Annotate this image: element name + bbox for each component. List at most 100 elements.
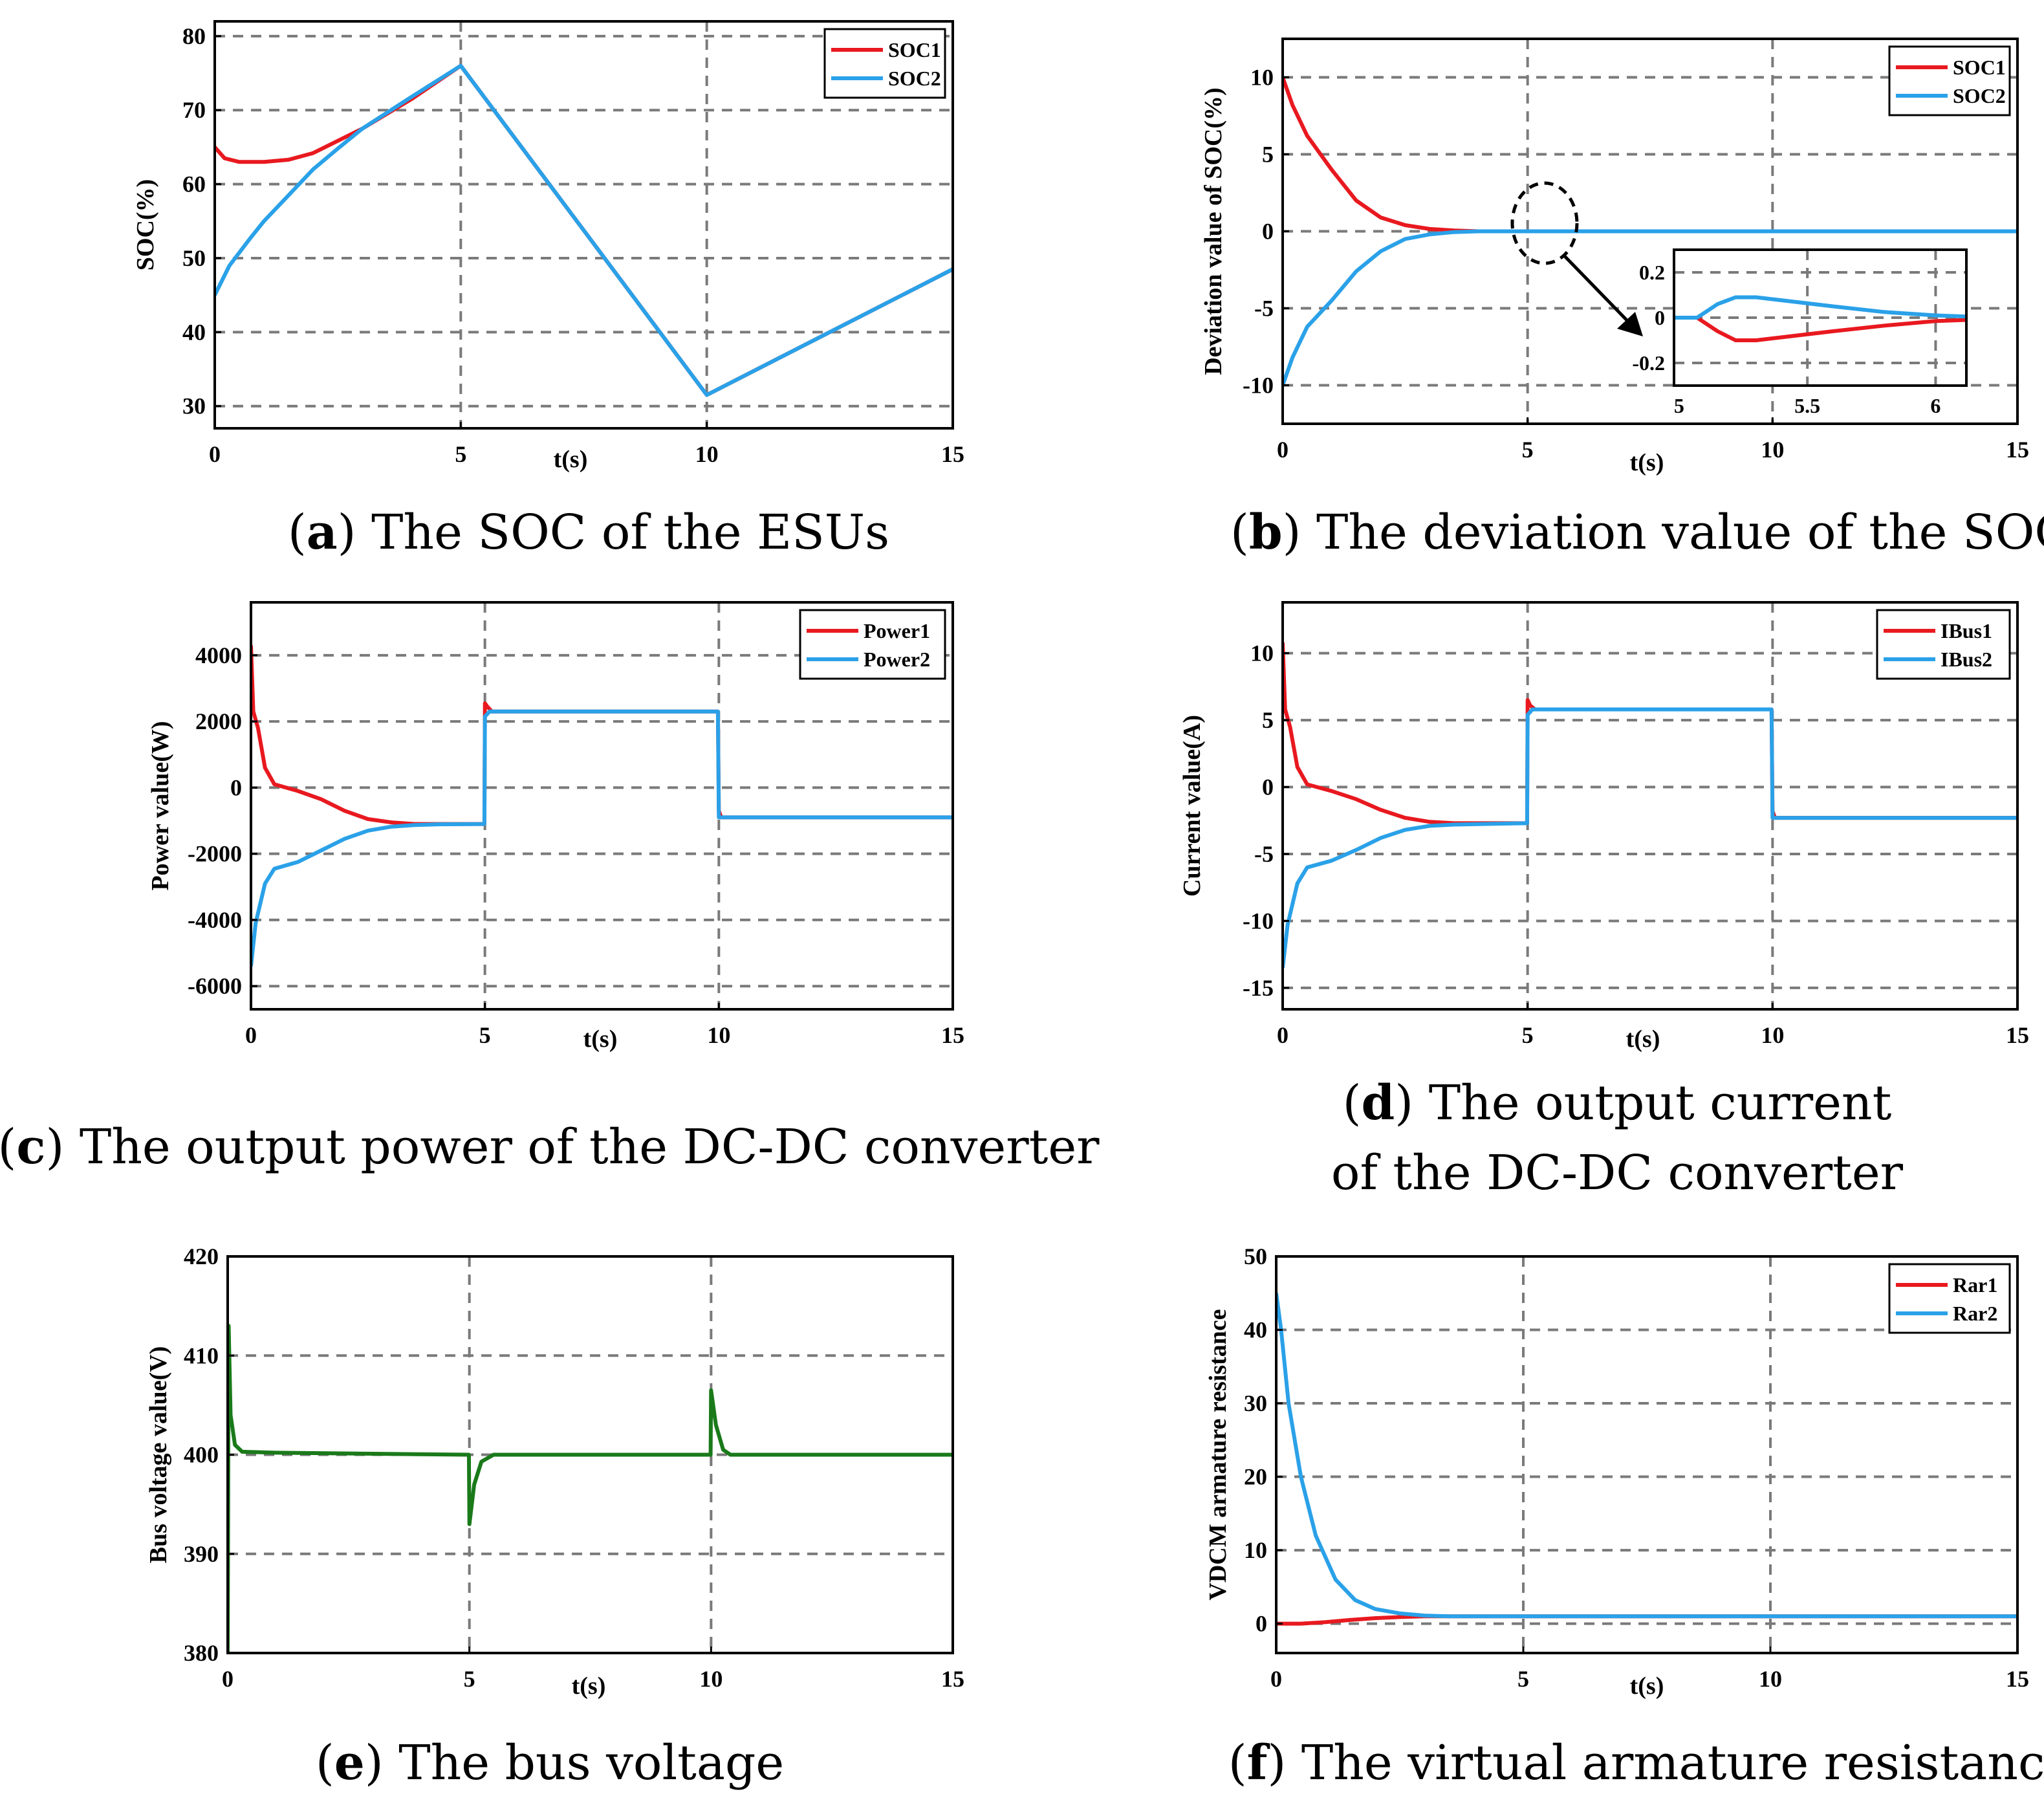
- legend-label-IBus1: IBus1: [1941, 619, 1992, 642]
- y-tick-label: 400: [184, 1442, 219, 1468]
- y-tick-label: 4000: [195, 642, 242, 668]
- legend-label-SOC2: SOC2: [1953, 84, 2006, 107]
- legend-box: [823, 28, 946, 99]
- y-axis-label: Bus voltage value(V): [145, 1346, 172, 1564]
- y-tick-label: 10: [1244, 1537, 1267, 1563]
- caption-paren-close: ): [338, 505, 371, 560]
- series-line-IBus2: [1283, 707, 2017, 969]
- plot-frame: [213, 20, 954, 430]
- x-tick-label: 0: [1277, 1022, 1288, 1048]
- x-tick-label: 0: [1270, 1666, 1282, 1692]
- y-tick-label: 2000: [195, 708, 242, 734]
- caption-text: The SOC of the ESUs: [371, 505, 889, 560]
- caption-paren-close: ): [1395, 1075, 1428, 1131]
- caption-text: The bus voltage: [398, 1735, 784, 1791]
- caption-letter: e: [334, 1735, 365, 1791]
- caption-letter: d: [1362, 1075, 1395, 1131]
- caption-paren-open: (: [1230, 505, 1249, 560]
- legend-label-Rar2: Rar2: [1953, 1302, 1997, 1325]
- y-tick-label: 30: [1244, 1390, 1267, 1416]
- legend-box: [1888, 45, 2011, 116]
- zoom-arrow-head: [1617, 312, 1643, 336]
- y-tick-label: 420: [184, 1243, 219, 1269]
- y-axis-label: Current value(A): [1179, 715, 1206, 897]
- y-tick-label: 10: [1250, 641, 1274, 666]
- inset-series-line-SOC1: [1674, 316, 1967, 342]
- legend: Rar1 Rar2: [1888, 1263, 2011, 1334]
- y-tick-label: 70: [182, 97, 206, 123]
- x-tick-label: 5: [1517, 1666, 1529, 1692]
- inset-x-tick-label: 6: [1930, 394, 1941, 417]
- x-axis-label: t(s): [1626, 1025, 1660, 1053]
- caption-line: (b) The deviation value of the SOC: [1230, 505, 2044, 560]
- x-axis-label: t(s): [1630, 1672, 1664, 1700]
- x-tick-label: 15: [2006, 1666, 2029, 1692]
- series-line-Rar2: [1276, 1293, 2017, 1619]
- y-axis-label: Power value(W): [147, 721, 174, 890]
- x-tick-label: 15: [941, 1022, 964, 1048]
- legend-label-Power2: Power2: [864, 648, 930, 671]
- caption-paren-open: (: [316, 1735, 334, 1791]
- y-tick-label: 380: [184, 1640, 219, 1666]
- y-tick-label: 60: [182, 171, 206, 197]
- zoom-circle: [1510, 181, 1579, 265]
- plot-frame: [1275, 1255, 2019, 1654]
- caption-text: The virtual armature resistance: [1301, 1735, 2044, 1791]
- y-tick-label: 5: [1262, 142, 1274, 168]
- x-tick-label: 5: [479, 1022, 491, 1048]
- chart-panel-e: 0 5 10 15 380 390 400 410 420 t(s) Bus voltage val…: [145, 1243, 964, 1791]
- x-tick-label: 10: [1759, 1666, 1782, 1692]
- y-tick-label: -6000: [188, 973, 242, 999]
- legend-label-IBus2: IBus2: [1941, 648, 1992, 671]
- y-tick-label: -10: [1243, 373, 1274, 399]
- caption-paren-close: ): [1268, 1735, 1301, 1791]
- plot-frame: [250, 601, 954, 1011]
- y-tick-label: 50: [1244, 1243, 1267, 1269]
- legend-label-SOC1: SOC1: [888, 38, 941, 61]
- x-tick-label: 5: [464, 1666, 475, 1692]
- caption-line: (d) The output current: [1343, 1075, 1892, 1131]
- y-tick-label: -15: [1243, 975, 1274, 1001]
- chart-panel-b: 0 5 10 15 -10 -5 0 5 10 t(s) Deviation value of SO…: [1200, 38, 2044, 560]
- caption-text: The output power of the DC-DC converter: [80, 1119, 1100, 1175]
- x-axis-label: t(s): [572, 1672, 606, 1700]
- chart-panel-d: 0 5 10 15 -15 -10 -5 0 5 10 t(s) Current value(A) IB…: [1179, 601, 2029, 1201]
- inset-x-tick-label: 5.5: [1794, 394, 1820, 417]
- y-tick-label: 10: [1250, 65, 1274, 91]
- caption-line: of the DC-DC converter: [1331, 1145, 1904, 1201]
- y-tick-label: 0: [1256, 1611, 1267, 1637]
- y-tick-label: 40: [1244, 1317, 1267, 1343]
- inset-y-tick-label: -0.2: [1632, 351, 1665, 375]
- caption-text: The deviation value of the SOC: [1316, 505, 2044, 560]
- x-tick-label: 5: [1522, 1022, 1534, 1048]
- legend-label-SOC1: SOC1: [1953, 56, 2006, 79]
- series-line-Power2: [251, 709, 953, 967]
- chart-panel-f: 0 5 10 15 0 10 20 30 40 50 t(s) VDCM armature resis…: [1204, 1243, 2044, 1791]
- caption-text: The output current: [1429, 1075, 1892, 1131]
- caption-letter: c: [16, 1119, 45, 1175]
- x-tick-label: 10: [707, 1022, 730, 1048]
- caption-paren-open: (: [288, 505, 307, 560]
- y-axis-label: SOC(%): [132, 179, 159, 270]
- x-tick-label: 15: [2006, 1022, 2029, 1048]
- caption-paren-open: (: [1343, 1075, 1362, 1131]
- caption-line: (f) The virtual armature resistance: [1228, 1735, 2044, 1791]
- chart-panel-c: 0 5 10 15 -6000 -4000 -2000 0 2000 4000 t(s) Power …: [0, 601, 1100, 1175]
- inset-y-tick-label: 0: [1655, 306, 1665, 329]
- y-tick-label: 20: [1244, 1464, 1267, 1490]
- y-tick-label: 410: [184, 1342, 219, 1368]
- y-tick-label: 40: [182, 319, 206, 345]
- zoom-arrow-shaft: [1563, 254, 1631, 325]
- x-tick-label: 5: [455, 441, 466, 467]
- series-line-SOC2: [1283, 229, 2017, 386]
- x-axis-label: t(s): [1630, 449, 1664, 476]
- y-tick-label: -5: [1254, 296, 1274, 322]
- x-axis-label: t(s): [583, 1025, 618, 1053]
- y-tick-label: 30: [182, 393, 206, 419]
- x-axis-label: t(s): [554, 446, 588, 473]
- x-tick-label: 5: [1522, 437, 1534, 463]
- y-tick-label: 5: [1262, 707, 1274, 733]
- y-axis-label: Deviation value of SOC(%): [1200, 87, 1227, 375]
- legend-box: [1888, 1263, 2011, 1334]
